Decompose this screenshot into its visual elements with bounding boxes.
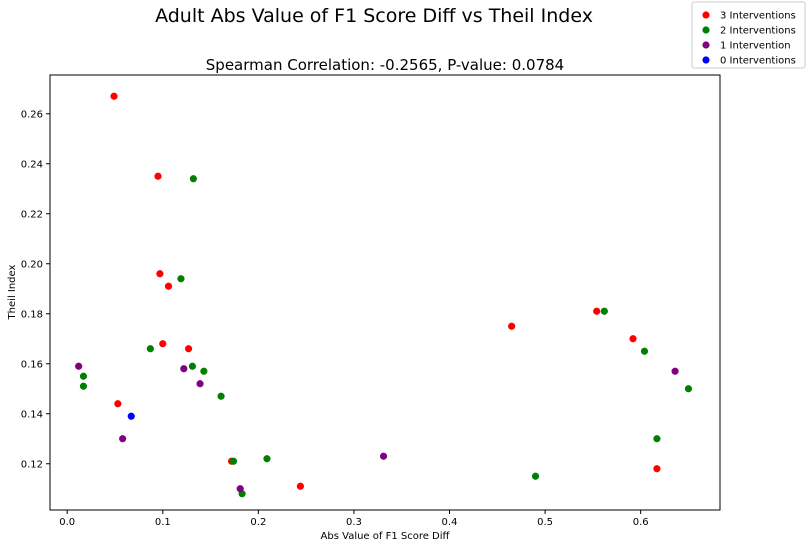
data-point: [119, 435, 127, 443]
data-point: [156, 270, 164, 278]
y-tick-label: 0.20: [21, 259, 43, 270]
x-tick-label: 0.0: [59, 517, 75, 528]
x-tick-label: 0.5: [537, 517, 553, 528]
x-tick-label: 0.4: [442, 517, 458, 528]
data-point: [217, 392, 225, 400]
data-point: [629, 335, 637, 343]
data-point: [146, 345, 154, 353]
legend: 3 Interventions 2 Interventions 1 Interven…: [691, 1, 806, 69]
data-point: [236, 485, 244, 493]
legend-label: 1 Intervention: [720, 41, 791, 52]
x-tick-label: 0.3: [346, 517, 362, 528]
data-point: [640, 347, 649, 355]
y-tick-label: 0.26: [21, 109, 43, 120]
data-point: [684, 385, 693, 393]
data-point: [508, 322, 516, 330]
x-axis: 0.0 0.1 0.2 0.3 0.4 0.5 0.6: [59, 510, 649, 528]
data-point: [164, 282, 173, 290]
y-tick-label: 0.24: [21, 159, 43, 170]
plot-area: [49, 74, 721, 511]
data-point: [653, 465, 661, 473]
x-axis-label: Abs Value of F1 Score Diff: [321, 531, 451, 542]
data-point: [263, 455, 271, 463]
x-tick-label: 0.6: [633, 517, 649, 528]
data-point: [184, 345, 193, 353]
y-tick-label: 0.18: [21, 309, 43, 320]
data-point: [600, 307, 608, 315]
data-point: [671, 367, 679, 375]
data-point: [180, 365, 188, 373]
y-tick-label: 0.12: [21, 459, 43, 470]
data-point: [200, 367, 208, 375]
x-tick-label: 0.1: [155, 517, 171, 528]
legend-marker: [702, 26, 710, 34]
legend-label: 2 Interventions: [720, 26, 796, 37]
legend-marker: [702, 41, 710, 49]
legend-label: 0 Interventions: [720, 56, 796, 67]
y-tick-label: 0.16: [21, 359, 43, 370]
data-point: [114, 400, 122, 408]
y-axis: 0.12 0.14 0.16 0.18 0.20 0.22 0.24 0.26: [21, 109, 50, 470]
legend-box: [691, 1, 806, 69]
data-point: [196, 380, 204, 388]
data-point: [593, 307, 601, 315]
chart-title: Adult Abs Value of F1 Score Diff vs Thei…: [155, 5, 593, 27]
data-point: [229, 457, 238, 465]
data-point: [177, 275, 185, 283]
legend-marker: [702, 56, 710, 64]
legend-label: 3 Interventions: [720, 11, 796, 22]
data-point: [79, 382, 88, 390]
y-tick-label: 0.14: [21, 409, 43, 420]
x-tick-label: 0.2: [250, 517, 266, 528]
data-point: [110, 92, 118, 100]
data-point: [531, 472, 540, 480]
data-point: [189, 175, 197, 183]
data-point: [653, 435, 661, 443]
legend-marker: [702, 11, 710, 19]
data-points: [75, 92, 693, 498]
data-point: [188, 362, 197, 370]
data-point: [127, 412, 135, 420]
data-point: [379, 452, 388, 460]
data-point: [154, 172, 162, 180]
plot-frame: [49, 74, 721, 511]
data-point: [159, 340, 167, 348]
chart-subtitle: Spearman Correlation: -0.2565, P-value: …: [206, 56, 564, 74]
data-point: [75, 362, 83, 370]
y-axis-label: Theil Index: [7, 264, 18, 320]
y-tick-label: 0.22: [21, 209, 43, 220]
data-point: [296, 482, 305, 490]
data-point: [79, 372, 88, 380]
